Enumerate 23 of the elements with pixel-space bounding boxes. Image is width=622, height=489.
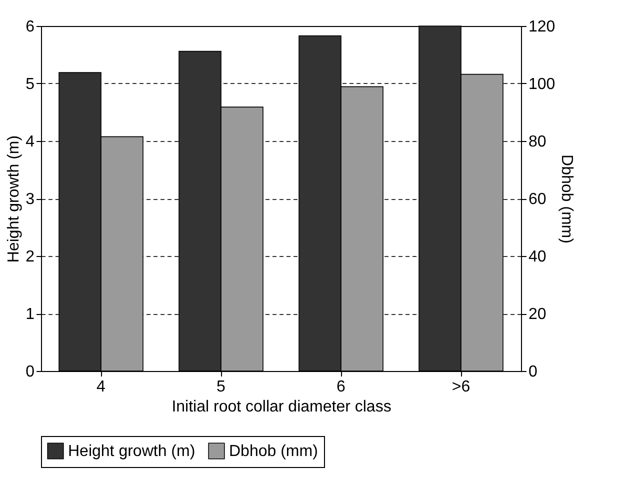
- y-tick-label: 6: [26, 18, 35, 36]
- y-tick-label: 2: [26, 248, 35, 266]
- y2-tick-label: 100: [528, 76, 556, 93]
- x-tick-label: 5: [216, 378, 226, 396]
- x-tick-label: 6: [336, 378, 346, 396]
- y2-tick-label: 120: [528, 18, 556, 36]
- y-axis-title: Height growth (m): [6, 135, 23, 263]
- y2-tick-label: 0: [528, 364, 538, 380]
- x-tick-label: 4: [96, 378, 106, 396]
- legend-label: Height growth (m): [68, 442, 196, 460]
- y2-tick-label: 80: [528, 134, 546, 150]
- y2-axis-title: Dbhob (mm): [558, 154, 576, 244]
- y-tick-label: 4: [26, 134, 35, 150]
- y2-tick-label: 60: [528, 191, 546, 208]
- y2-tick-label: 20: [528, 306, 546, 323]
- y2-tick-label: 40: [528, 248, 546, 266]
- legend-label: Dbhob (mm): [229, 442, 318, 460]
- x-axis-title: Initial root collar diameter class: [172, 398, 392, 416]
- y-tick-label: 5: [26, 76, 35, 93]
- x-tick-label: >6: [452, 378, 470, 396]
- y-tick-label: 1: [26, 306, 35, 323]
- y-tick-label: 0: [26, 364, 35, 380]
- y-tick-label: 3: [26, 191, 35, 208]
